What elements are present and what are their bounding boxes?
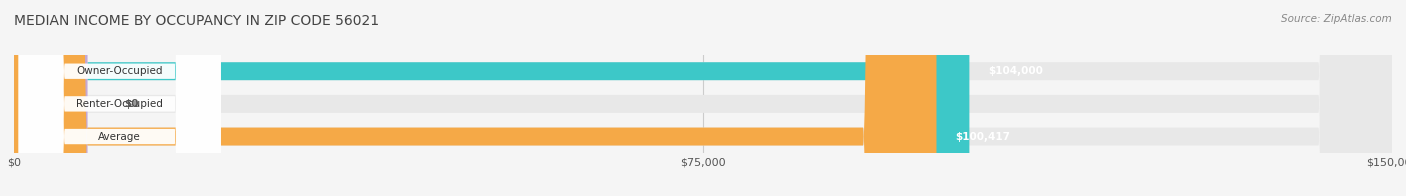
FancyBboxPatch shape bbox=[18, 0, 221, 196]
Text: Owner-Occupied: Owner-Occupied bbox=[76, 66, 163, 76]
FancyBboxPatch shape bbox=[14, 0, 1392, 196]
Text: Average: Average bbox=[98, 132, 141, 142]
FancyBboxPatch shape bbox=[14, 0, 1392, 196]
Text: Source: ZipAtlas.com: Source: ZipAtlas.com bbox=[1281, 14, 1392, 24]
FancyBboxPatch shape bbox=[18, 0, 221, 196]
FancyBboxPatch shape bbox=[18, 0, 221, 196]
Text: Renter-Occupied: Renter-Occupied bbox=[76, 99, 163, 109]
Text: $100,417: $100,417 bbox=[955, 132, 1010, 142]
FancyBboxPatch shape bbox=[14, 0, 969, 196]
Text: $104,000: $104,000 bbox=[988, 66, 1043, 76]
Text: $0: $0 bbox=[124, 99, 139, 109]
FancyBboxPatch shape bbox=[14, 0, 1392, 196]
FancyBboxPatch shape bbox=[14, 0, 936, 196]
Text: MEDIAN INCOME BY OCCUPANCY IN ZIP CODE 56021: MEDIAN INCOME BY OCCUPANCY IN ZIP CODE 5… bbox=[14, 14, 380, 28]
FancyBboxPatch shape bbox=[14, 0, 87, 196]
